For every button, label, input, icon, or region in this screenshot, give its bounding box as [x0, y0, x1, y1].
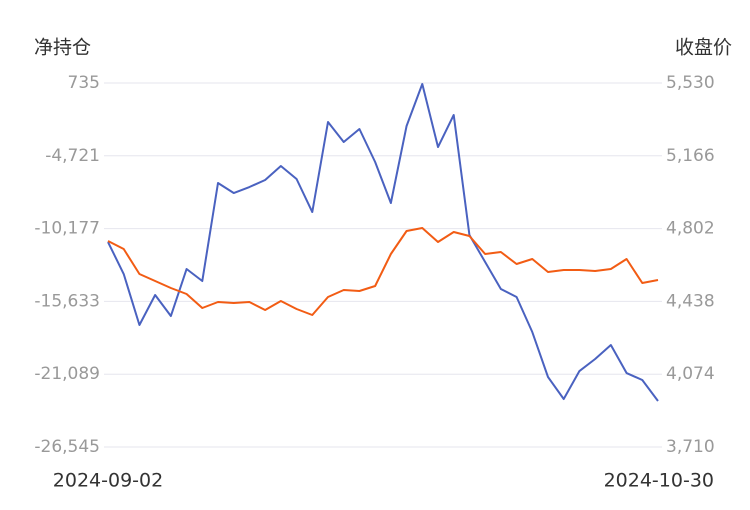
- y-tick-label: -26,545: [34, 437, 100, 457]
- series-line: [107, 83, 659, 402]
- y2-tick-label: 5,166: [666, 146, 715, 166]
- y-tick-label: -21,089: [34, 364, 100, 384]
- y2-axis-title: 收盘价: [675, 37, 732, 59]
- y2-tick-label: 3,710: [666, 437, 715, 457]
- x-tick-label: 2024-10-30: [604, 470, 714, 492]
- y-tick-label: 735: [68, 73, 100, 93]
- y-axis-title: 净持仓: [34, 37, 91, 59]
- series-line: [107, 227, 659, 316]
- y-tick-label: -10,177: [34, 219, 100, 239]
- y2-tick-label: 4,074: [666, 364, 715, 384]
- y2-tick-label: 4,802: [666, 219, 715, 239]
- y-tick-label: -4,721: [45, 146, 100, 166]
- x-tick-label: 2024-09-02: [53, 470, 163, 492]
- y2-tick-label: 5,530: [666, 73, 715, 93]
- y-tick-label: -15,633: [34, 291, 100, 311]
- y2-tick-label: 4,438: [666, 291, 715, 311]
